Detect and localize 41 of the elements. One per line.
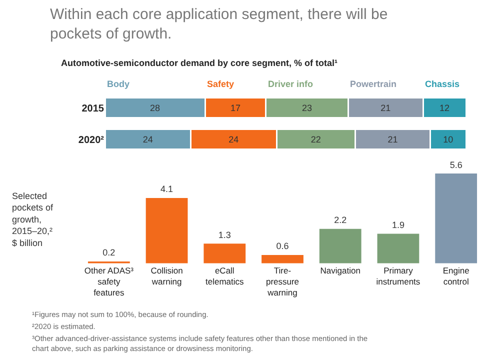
data-label: 23 xyxy=(302,102,312,113)
bar xyxy=(202,242,248,264)
data-label: 0.6 xyxy=(276,241,289,252)
y-tick-label: 2020² xyxy=(78,134,105,146)
chart-title: Within each core application segment, there will be pockets of growth. xyxy=(50,6,388,42)
chart-subtitle: Automotive-semiconductor demand by core segment, % of total¹ xyxy=(61,58,338,68)
data-label: 21 xyxy=(388,134,398,144)
data-label: 1.9 xyxy=(392,220,404,230)
y-axis-title: Selected pockets of growth, 2015–20,² $ billion xyxy=(12,191,54,248)
x-tick-label: eCall telematics xyxy=(206,266,244,287)
x-tick-label: Collision warning xyxy=(150,266,184,287)
bar xyxy=(144,196,190,264)
series-label: Safety xyxy=(207,79,234,89)
data-label: 21 xyxy=(380,102,391,113)
bar xyxy=(86,260,132,264)
bar xyxy=(434,172,479,264)
data-label: 24 xyxy=(142,134,153,144)
data-label: 28 xyxy=(150,102,160,113)
x-tick-label: Primary instruments xyxy=(376,266,420,287)
data-label: 4.1 xyxy=(160,184,174,194)
bar xyxy=(376,232,421,264)
series-label: Powertrain xyxy=(350,79,397,89)
bar xyxy=(260,253,305,264)
x-tick-label: Tire-pressure warning xyxy=(266,266,300,298)
x-tick-label: Engine control xyxy=(442,266,470,287)
x-tick-label: Navigation xyxy=(320,266,361,276)
bar xyxy=(318,227,363,264)
data-label: 24 xyxy=(228,134,239,144)
data-label: 5.6 xyxy=(450,160,462,170)
x-tick-label: Other ADAS³ safety features xyxy=(84,266,134,298)
data-label: 17 xyxy=(230,102,240,113)
data-label: 12 xyxy=(440,102,450,113)
data-label: 22 xyxy=(310,134,321,144)
data-label: 0.2 xyxy=(102,248,116,258)
data-label: 10 xyxy=(443,134,454,144)
series-label: Body xyxy=(107,79,130,89)
series-label: Driver info xyxy=(268,79,314,89)
data-label: 1.3 xyxy=(218,230,231,240)
y-tick-label: 2015 xyxy=(82,103,104,114)
series-label: Chassis xyxy=(425,79,460,89)
data-label: 2.2 xyxy=(334,215,347,226)
